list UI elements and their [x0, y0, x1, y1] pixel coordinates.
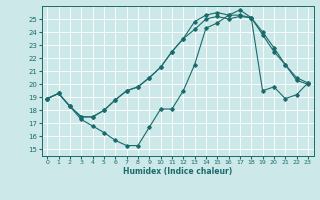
X-axis label: Humidex (Indice chaleur): Humidex (Indice chaleur)	[123, 167, 232, 176]
